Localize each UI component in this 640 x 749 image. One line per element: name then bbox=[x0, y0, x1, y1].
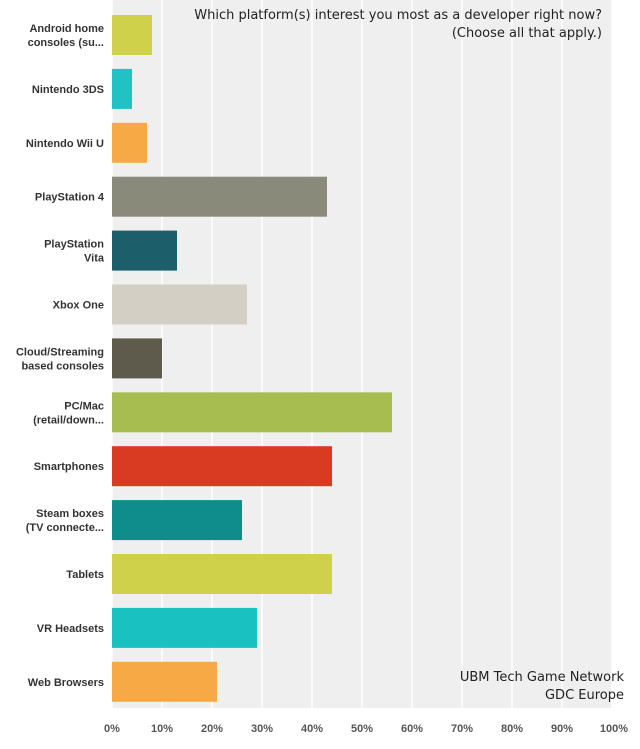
category-label: consoles (su... bbox=[28, 37, 104, 49]
bar bbox=[112, 15, 152, 55]
bar bbox=[112, 661, 217, 702]
x-tick-label: 30% bbox=[251, 723, 273, 735]
x-tick-label: 100% bbox=[600, 723, 628, 735]
category-label: (retail/down... bbox=[33, 414, 104, 426]
category-labels: Android home consoles (su... Nintendo 3DS N… bbox=[16, 23, 105, 689]
x-tick-label: 0% bbox=[104, 723, 120, 735]
category-label: PC/Mac bbox=[64, 400, 104, 412]
bar bbox=[112, 284, 247, 325]
x-tick-label: 90% bbox=[551, 723, 573, 735]
category-label: Tablets bbox=[66, 569, 104, 581]
category-label: Xbox One bbox=[53, 300, 104, 312]
x-tick-labels: 0% 10% 20% 30% 40% 50% 60% 70% 80% 90% 100% bbox=[104, 723, 628, 735]
bar bbox=[112, 392, 392, 433]
bars bbox=[112, 15, 392, 702]
category-label: PlayStation bbox=[44, 239, 104, 251]
category-label: Web Browsers bbox=[28, 677, 104, 689]
x-tick-label: 70% bbox=[451, 723, 473, 735]
category-label: Nintendo 3DS bbox=[32, 84, 104, 96]
category-label: PlayStation 4 bbox=[35, 192, 105, 204]
category-label: Vita bbox=[84, 253, 105, 265]
category-label: VR Headsets bbox=[37, 623, 104, 635]
bar bbox=[112, 607, 257, 648]
bar bbox=[112, 554, 332, 594]
annotation-line-1: UBM Tech Game Network bbox=[460, 670, 625, 685]
chart-title-line-1: Which platform(s) interest you most as a… bbox=[194, 8, 602, 23]
category-label: (TV connecte... bbox=[26, 522, 104, 534]
category-label: Nintendo Wii U bbox=[26, 138, 104, 150]
category-label: Cloud/Streaming bbox=[16, 346, 104, 358]
x-tick-label: 80% bbox=[501, 723, 523, 735]
bar bbox=[112, 122, 147, 163]
bar bbox=[112, 230, 177, 271]
chart-title-line-2: (Choose all that apply.) bbox=[452, 26, 602, 41]
x-tick-label: 10% bbox=[151, 723, 173, 735]
x-tick-label: 50% bbox=[351, 723, 373, 735]
x-tick-label: 20% bbox=[201, 723, 223, 735]
category-label: Steam boxes bbox=[36, 508, 104, 520]
bar bbox=[112, 338, 162, 379]
bar bbox=[112, 446, 332, 487]
category-label: Android home bbox=[29, 23, 104, 35]
bar bbox=[112, 176, 327, 217]
x-tick-label: 60% bbox=[401, 723, 423, 735]
bar bbox=[112, 68, 132, 109]
x-tick-label: 40% bbox=[301, 723, 323, 735]
category-label: based consoles bbox=[21, 360, 104, 372]
bar bbox=[112, 500, 242, 541]
annotation-line-2: GDC Europe bbox=[545, 688, 624, 703]
category-label: Smartphones bbox=[34, 461, 104, 473]
